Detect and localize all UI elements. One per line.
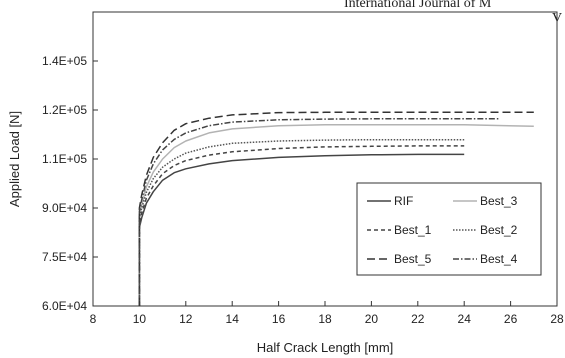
y-axis-label: Applied Load [N] (7, 111, 22, 207)
x-tick-label: 16 (272, 312, 286, 326)
x-tick-label: 8 (90, 312, 97, 326)
legend-label-best_2: Best_2 (480, 223, 518, 237)
series-line-best_5 (138, 111, 534, 306)
legend-box (356, 182, 542, 276)
y-tick-label: 7.5E+04 (42, 250, 87, 264)
x-tick-label: 10 (133, 312, 147, 326)
series-line-best_4 (138, 118, 499, 306)
legend-label-best_1: Best_1 (394, 223, 432, 237)
series-line-best_3 (138, 123, 534, 306)
x-axis-label: Half Crack Length [mm] (257, 340, 394, 355)
legend: RIF Best_3 Best_1 Best_2 Best_5 Best_4 (356, 182, 542, 276)
x-tick-label: 24 (458, 312, 472, 326)
x-tick-label: 14 (226, 312, 240, 326)
y-tick-label: 1.4E+05 (42, 54, 87, 68)
legend-label-rif: RIF (394, 194, 413, 208)
series-line-best_2 (138, 138, 465, 306)
legend-label-best_3: Best_3 (480, 194, 518, 208)
series-line-best_1 (138, 145, 465, 306)
series-line-rif (138, 153, 465, 306)
x-tick-label: 12 (179, 312, 193, 326)
x-tick-label: 26 (504, 312, 518, 326)
y-tick-label: 1.2E+05 (42, 103, 87, 117)
journal-header: International Journal of M (344, 0, 492, 11)
series-layer (138, 111, 534, 306)
y-tick-label: 6.0E+04 (42, 299, 87, 313)
x-tick-label: 20 (365, 312, 379, 326)
legend-label-best_4: Best_4 (480, 252, 518, 266)
legend-label-best_5: Best_5 (394, 252, 432, 266)
y-tick-label: 1.1E+05 (42, 152, 87, 166)
y-tick-label: 9.0E+04 (42, 201, 87, 215)
x-tick-label: 28 (550, 312, 564, 326)
x-tick-label: 22 (411, 312, 425, 326)
x-tick-label: 18 (318, 312, 332, 326)
ticks-layer: 8 10 12 14 16 18 20 22 24 26 28 6.0E+04 7.5E+04 9.0E+… (42, 54, 564, 326)
